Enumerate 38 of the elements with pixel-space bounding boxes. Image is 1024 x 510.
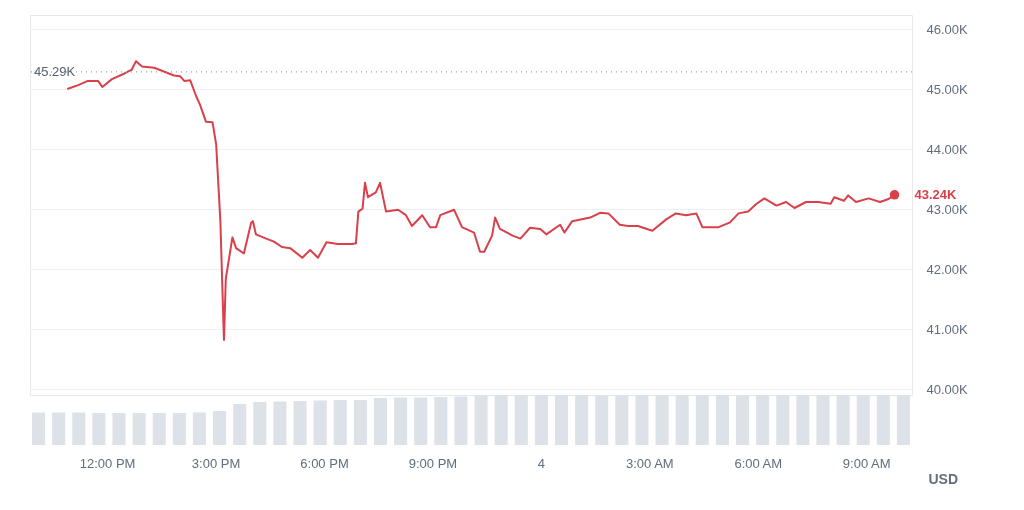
bar bbox=[152, 413, 166, 445]
bar bbox=[353, 400, 367, 445]
x-tick-label: 9:00 PM bbox=[408, 455, 458, 471]
bar bbox=[52, 412, 66, 445]
annotation: 43.24K bbox=[914, 186, 958, 202]
bar bbox=[313, 400, 327, 445]
x-tick-label: 4 bbox=[537, 455, 545, 471]
y-tick-label: 44.00K bbox=[926, 141, 969, 157]
bar bbox=[132, 413, 146, 445]
y-tick-label: 40.00K bbox=[926, 381, 969, 397]
bar bbox=[394, 397, 408, 445]
x-tick-label: 6:00 AM bbox=[734, 455, 783, 471]
bar bbox=[414, 397, 428, 445]
bar bbox=[72, 412, 86, 445]
y-tick-label: 41.00K bbox=[926, 321, 969, 337]
bar bbox=[172, 413, 186, 445]
bar bbox=[112, 413, 126, 445]
x-tick-label: 12:00 PM bbox=[79, 455, 136, 471]
bar bbox=[233, 404, 247, 445]
y-axis-title: USD bbox=[928, 470, 959, 487]
x-tick-label: 3:00 PM bbox=[191, 455, 241, 471]
bar bbox=[213, 411, 227, 445]
x-tick-label: 6:00 PM bbox=[300, 455, 349, 471]
bar bbox=[253, 402, 267, 445]
ref-line-label: 45.29K bbox=[34, 63, 76, 79]
bar bbox=[192, 412, 206, 445]
bar bbox=[373, 398, 388, 445]
bar bbox=[333, 400, 347, 445]
x-tick-label: 9:00 AM bbox=[842, 455, 891, 471]
y-tick-label: 42.00K bbox=[926, 261, 969, 277]
y-tick-label: 46.00K bbox=[926, 21, 969, 37]
bar bbox=[293, 401, 307, 445]
bar bbox=[273, 401, 287, 445]
y-tick-label: 45.00K bbox=[926, 81, 969, 97]
bar bbox=[92, 413, 106, 445]
x-tick-label: 3:00 AM bbox=[625, 455, 674, 471]
bar bbox=[32, 412, 46, 445]
y-tick-label: 43.00K bbox=[926, 201, 969, 217]
